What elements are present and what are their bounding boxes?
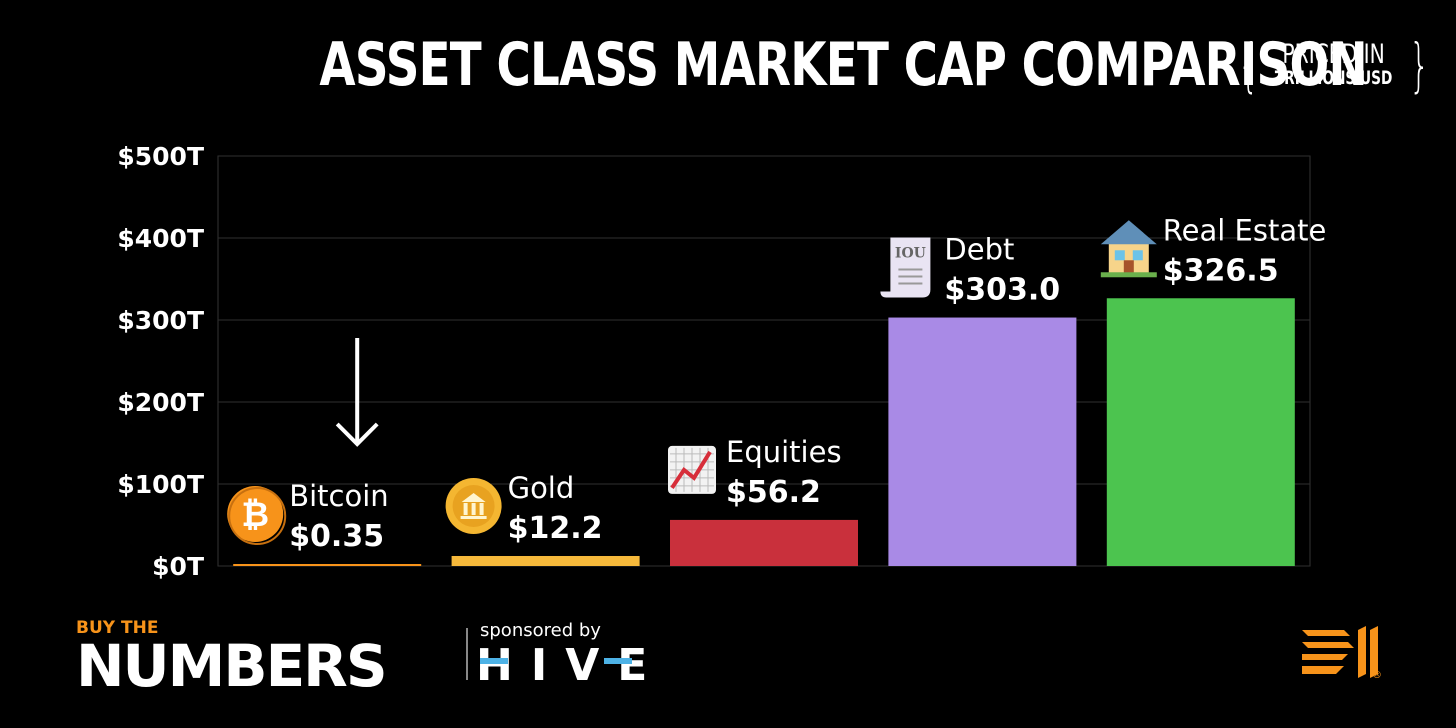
bar-value-label: $0.35: [289, 519, 384, 554]
brand-main-text: NUMBERS: [76, 632, 388, 700]
house-icon: [1100, 220, 1157, 278]
bar-category-label: Debt: [944, 233, 1014, 267]
bar-category-label: Gold: [508, 471, 575, 505]
bar-category-label: Bitcoin: [289, 479, 388, 513]
bar: [233, 564, 422, 566]
bar-value-label: $12.2: [508, 511, 603, 546]
brand-top-text: BUY THE: [76, 618, 159, 638]
bar-value-label: $303.0: [944, 273, 1060, 308]
bar: [1106, 298, 1295, 566]
y-tick-label: $300T: [117, 306, 204, 335]
hive-accent-right: [604, 658, 632, 664]
chart-header: ASSET CLASS MARKET CAP COMPARISON { PRIC…: [0, 30, 1456, 100]
bitcoin-coin-icon: ₿: [227, 486, 287, 545]
sponsored-by-label: sponsored by: [480, 620, 601, 641]
y-tick-label: $100T: [117, 470, 204, 499]
y-tick-label: $500T: [117, 142, 204, 171]
unit-label: TRILLIONS USD: [1275, 67, 1393, 90]
right-brace: }: [1408, 30, 1430, 99]
chart-increasing-icon: [668, 445, 716, 494]
registered-mark: ®: [1372, 670, 1382, 681]
hive-accent-left: [480, 658, 508, 664]
down-arrow-head: [335, 422, 379, 447]
left-brace: {: [1238, 30, 1259, 99]
y-tick-label: $200T: [117, 388, 204, 417]
bar-category-label: Real Estate: [1163, 213, 1327, 247]
bar: [888, 317, 1077, 566]
stripes-logo-icon: [1302, 626, 1378, 678]
sponsor-name: HIVE: [476, 640, 666, 691]
unit-box: { PRICED IN TRILLIONS USD }: [1236, 34, 1431, 95]
svg-text:IOU: IOU: [895, 246, 926, 262]
y-tick-label: $400T: [117, 224, 204, 253]
priced-in-label: PRICED IN: [1282, 38, 1386, 70]
gold-coin-icon: [445, 477, 502, 534]
bar-value-label: $56.2: [726, 475, 821, 510]
iou-receipt-icon: IOU: [880, 237, 931, 298]
bar-value-label: $326.5: [1163, 253, 1279, 288]
svg-text:₿: ₿: [241, 495, 269, 535]
footer-divider: [466, 628, 468, 680]
y-tick-label: $0T: [152, 552, 204, 581]
bar-category-label: Equities: [726, 435, 842, 469]
bar: [451, 555, 640, 566]
chart-title: ASSET CLASS MARKET CAP COMPARISON: [319, 30, 1368, 100]
bar: [670, 519, 858, 566]
